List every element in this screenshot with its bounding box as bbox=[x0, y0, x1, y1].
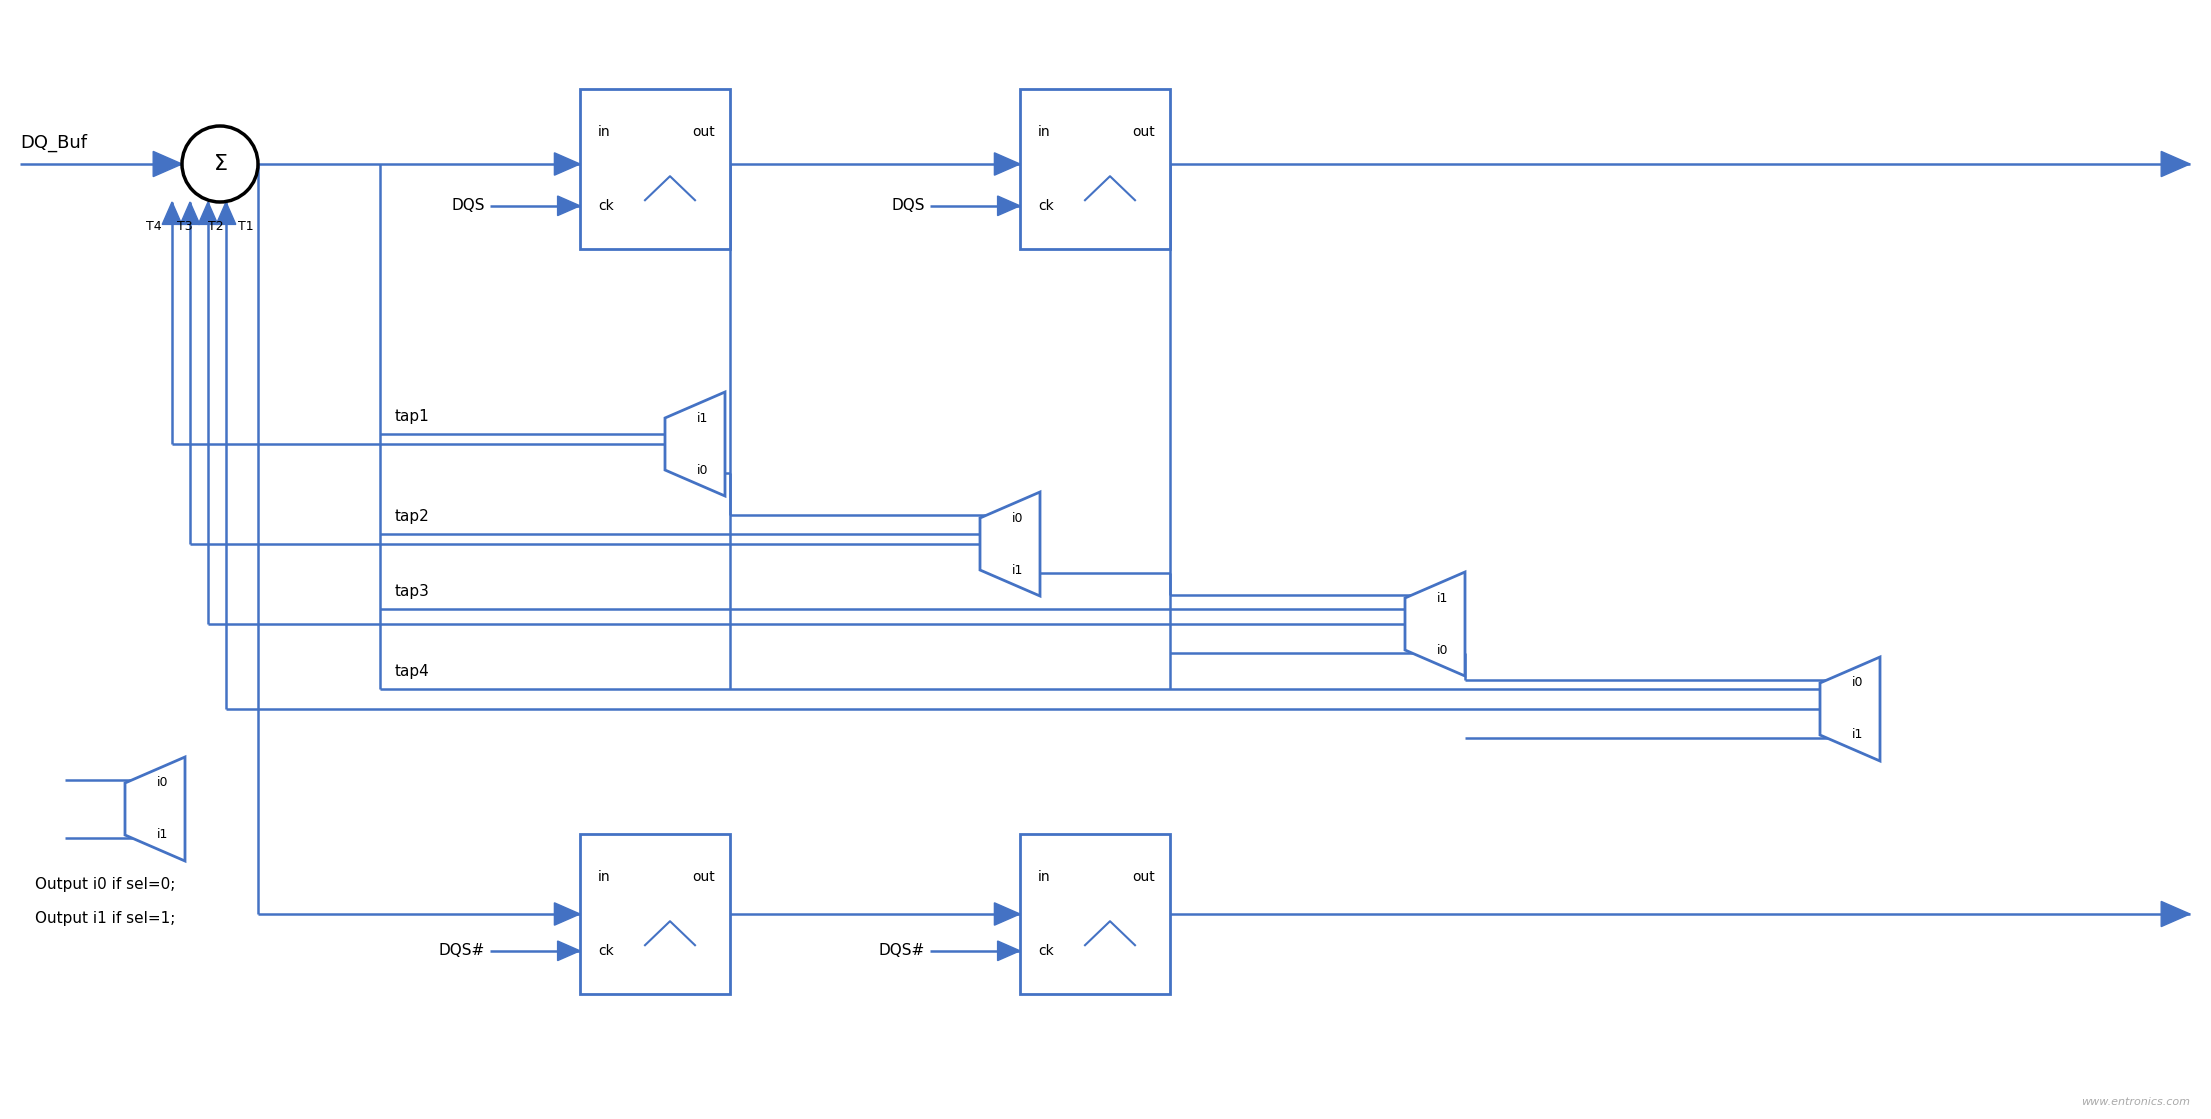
Text: T2: T2 bbox=[208, 220, 223, 233]
Text: out: out bbox=[1132, 871, 1154, 884]
Text: T4: T4 bbox=[146, 220, 161, 233]
Polygon shape bbox=[2160, 151, 2191, 177]
Polygon shape bbox=[997, 196, 1019, 216]
Text: Output i1 if sel=1;: Output i1 if sel=1; bbox=[35, 912, 175, 927]
Text: out: out bbox=[692, 871, 714, 884]
Polygon shape bbox=[997, 941, 1019, 960]
Polygon shape bbox=[555, 903, 579, 925]
Text: out: out bbox=[692, 125, 714, 139]
Text: ck: ck bbox=[597, 943, 615, 958]
Polygon shape bbox=[126, 756, 186, 861]
Text: Output i0 if sel=0;: Output i0 if sel=0; bbox=[35, 876, 175, 892]
Polygon shape bbox=[1820, 657, 1879, 761]
Text: in: in bbox=[597, 125, 610, 139]
Text: www.entronics.com: www.entronics.com bbox=[2081, 1097, 2191, 1107]
Polygon shape bbox=[979, 492, 1039, 596]
Text: tap4: tap4 bbox=[396, 664, 429, 679]
Text: i1: i1 bbox=[696, 412, 710, 424]
Text: i1: i1 bbox=[1853, 728, 1864, 742]
Text: DQ_Buf: DQ_Buf bbox=[20, 134, 86, 152]
Polygon shape bbox=[161, 203, 181, 225]
Text: i0: i0 bbox=[1853, 677, 1864, 689]
Text: out: out bbox=[1132, 125, 1154, 139]
Text: T1: T1 bbox=[239, 220, 254, 233]
Text: DQS#: DQS# bbox=[438, 943, 484, 958]
Text: i1: i1 bbox=[1013, 564, 1024, 576]
Text: in: in bbox=[1037, 125, 1050, 139]
Text: tap3: tap3 bbox=[396, 584, 429, 599]
Text: T3: T3 bbox=[177, 220, 192, 233]
Text: ck: ck bbox=[597, 199, 615, 213]
Text: i0: i0 bbox=[1013, 511, 1024, 525]
Polygon shape bbox=[153, 151, 181, 177]
Text: DQS#: DQS# bbox=[878, 943, 924, 958]
Text: in: in bbox=[1037, 871, 1050, 884]
Text: in: in bbox=[597, 871, 610, 884]
FancyBboxPatch shape bbox=[579, 90, 730, 250]
FancyBboxPatch shape bbox=[579, 834, 730, 994]
Polygon shape bbox=[2160, 902, 2191, 927]
Polygon shape bbox=[666, 392, 725, 496]
Polygon shape bbox=[557, 941, 579, 960]
Text: DQS: DQS bbox=[891, 198, 924, 214]
Polygon shape bbox=[557, 196, 579, 216]
Text: tap1: tap1 bbox=[396, 410, 429, 424]
FancyBboxPatch shape bbox=[1019, 834, 1170, 994]
Text: $\Sigma$: $\Sigma$ bbox=[212, 154, 228, 173]
Circle shape bbox=[181, 126, 259, 203]
Polygon shape bbox=[181, 203, 199, 225]
Polygon shape bbox=[995, 153, 1019, 176]
Polygon shape bbox=[217, 203, 237, 225]
Text: ck: ck bbox=[1037, 943, 1055, 958]
Text: i0: i0 bbox=[1437, 643, 1448, 657]
FancyBboxPatch shape bbox=[1019, 90, 1170, 250]
Polygon shape bbox=[995, 903, 1019, 925]
Text: i0: i0 bbox=[696, 463, 710, 477]
Text: tap2: tap2 bbox=[396, 509, 429, 524]
Text: i1: i1 bbox=[1437, 592, 1448, 604]
Text: i0: i0 bbox=[157, 777, 168, 790]
Text: ck: ck bbox=[1037, 199, 1055, 213]
Polygon shape bbox=[1404, 572, 1466, 676]
Polygon shape bbox=[555, 153, 579, 176]
Text: i1: i1 bbox=[157, 828, 168, 841]
Polygon shape bbox=[199, 203, 219, 225]
Text: DQS: DQS bbox=[451, 198, 484, 214]
